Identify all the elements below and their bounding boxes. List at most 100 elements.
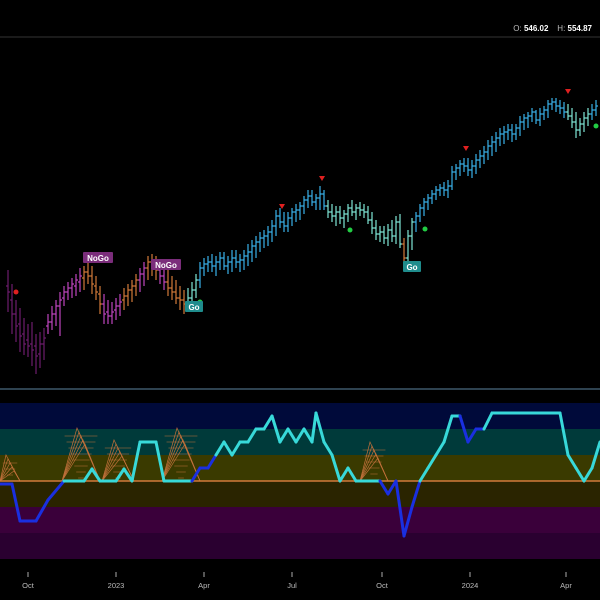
ohlc-bar (110, 302, 114, 324)
ohlc-bar (418, 204, 422, 222)
ohlc-bar (326, 200, 330, 218)
ohlc-bar (466, 158, 470, 176)
oscillator-line-segment (294, 427, 306, 444)
ohlc-bar (374, 220, 378, 240)
ohlc-bar (502, 126, 506, 144)
signal-label: NoGo (151, 259, 181, 270)
ohlc-bar (302, 196, 306, 214)
x-axis-tick-label: Apr (560, 581, 572, 590)
ohlc-bar (50, 306, 54, 330)
ohlc-bar (22, 318, 26, 355)
ohlc-bar (266, 226, 270, 246)
ohlc-bar (554, 98, 558, 112)
ohlc-bar (446, 180, 450, 198)
signal-label: Go (403, 261, 421, 272)
ohlc-bar (550, 98, 554, 110)
price-panel: NoGo NoGo Go Go (0, 36, 600, 374)
fan-line (61, 443, 101, 482)
oscillator-line-segment (426, 453, 438, 470)
ohlc-bar (522, 114, 526, 130)
ohlc-bar (366, 206, 370, 224)
ohlc-bar (126, 284, 130, 306)
ohlc-bar (210, 254, 214, 272)
fan-line (161, 443, 201, 482)
signal-label-bg (83, 252, 113, 263)
ohlc-bar (226, 256, 230, 274)
ohlc-bar (194, 274, 198, 298)
ohlc-bar (102, 294, 106, 324)
oscillator-line-segment (278, 427, 290, 444)
ohlc-bar (230, 250, 234, 272)
ohlc-bar (386, 224, 390, 246)
ohlc-bar (526, 112, 530, 128)
ohlc-bar (6, 270, 10, 312)
signal-label-bg (185, 301, 203, 312)
oscillator-line-segment (322, 440, 334, 457)
ohlc-bar (254, 236, 258, 258)
ohlc-bar (342, 210, 346, 228)
ohlc-readout: O: 546.02 H: 554.87 (513, 24, 592, 33)
oscillator-line-segment (190, 466, 202, 483)
oscillator-fan (101, 439, 135, 482)
ohlc-bar (130, 280, 134, 302)
dot-marker (422, 226, 428, 232)
ohlc-bar (242, 250, 246, 270)
x-axis-tick-label: 2023 (108, 581, 125, 590)
oscillator-line-segment (458, 414, 470, 444)
ohlc-bar (582, 112, 586, 132)
oscillator-line-segment (338, 466, 350, 483)
ohlc-bar (542, 106, 546, 120)
ohlc-bar (362, 204, 366, 218)
ohlc-bar (106, 300, 110, 324)
ohlc-bar (358, 202, 362, 216)
ohlc-bar (482, 146, 486, 164)
ohlc-bar (70, 278, 74, 298)
oscillator-line-segment (310, 411, 318, 444)
ohlc-bar (178, 286, 182, 310)
ohlc-bar (422, 198, 426, 216)
ohlc-bar (46, 314, 50, 334)
oscillator-line-segment (130, 440, 142, 483)
open-label: O: (513, 24, 522, 33)
ohlc-bar (142, 262, 146, 286)
ohlc-bar (250, 240, 254, 262)
oscillator-band (0, 403, 600, 429)
ohlc-bar (274, 210, 278, 236)
ohlc-bar (586, 108, 590, 126)
ohlc-bar (18, 308, 22, 352)
ohlc-bar (462, 158, 466, 172)
ohlc-bar (234, 250, 238, 268)
ohlc-bar (90, 266, 94, 294)
ohlc-bar (174, 280, 178, 304)
signal-label-bg (403, 261, 421, 272)
ohlc-bar (574, 112, 578, 138)
ohlc-bar (214, 256, 218, 276)
ohlc-bar (86, 262, 90, 284)
ohlc-bar (430, 190, 434, 204)
oscillator-line-segment (214, 440, 226, 457)
ohlc-bar (478, 150, 482, 168)
oscillator-line-segment (410, 479, 422, 509)
ohlc-bar (594, 100, 598, 116)
ohlc-bar (434, 186, 438, 200)
x-axis-tick-label: Oct (376, 581, 389, 590)
fan-line (101, 455, 135, 482)
oscillator-line-segment (442, 414, 454, 444)
oscillator-line-segment (582, 466, 594, 483)
ohlc-bar (350, 200, 354, 216)
ohlc-bar (66, 282, 70, 300)
ohlc-bar (166, 270, 170, 296)
ohlc-bar (138, 268, 142, 292)
ohlc-bar (558, 100, 562, 114)
down-triangle-marker (319, 176, 325, 181)
ohlc-bar (290, 208, 294, 226)
oscillator-band (0, 455, 600, 481)
oscillator-line-segment (346, 466, 358, 483)
ohlc-bar (118, 294, 122, 316)
ohlc-bar (38, 332, 42, 368)
oscillator-line-segment (34, 498, 50, 523)
x-axis: Oct 2023 Apr Jul Oct 2024 Apr (22, 572, 572, 590)
signal-label-text: NoGo (87, 254, 109, 263)
high-label: H: (557, 24, 566, 33)
